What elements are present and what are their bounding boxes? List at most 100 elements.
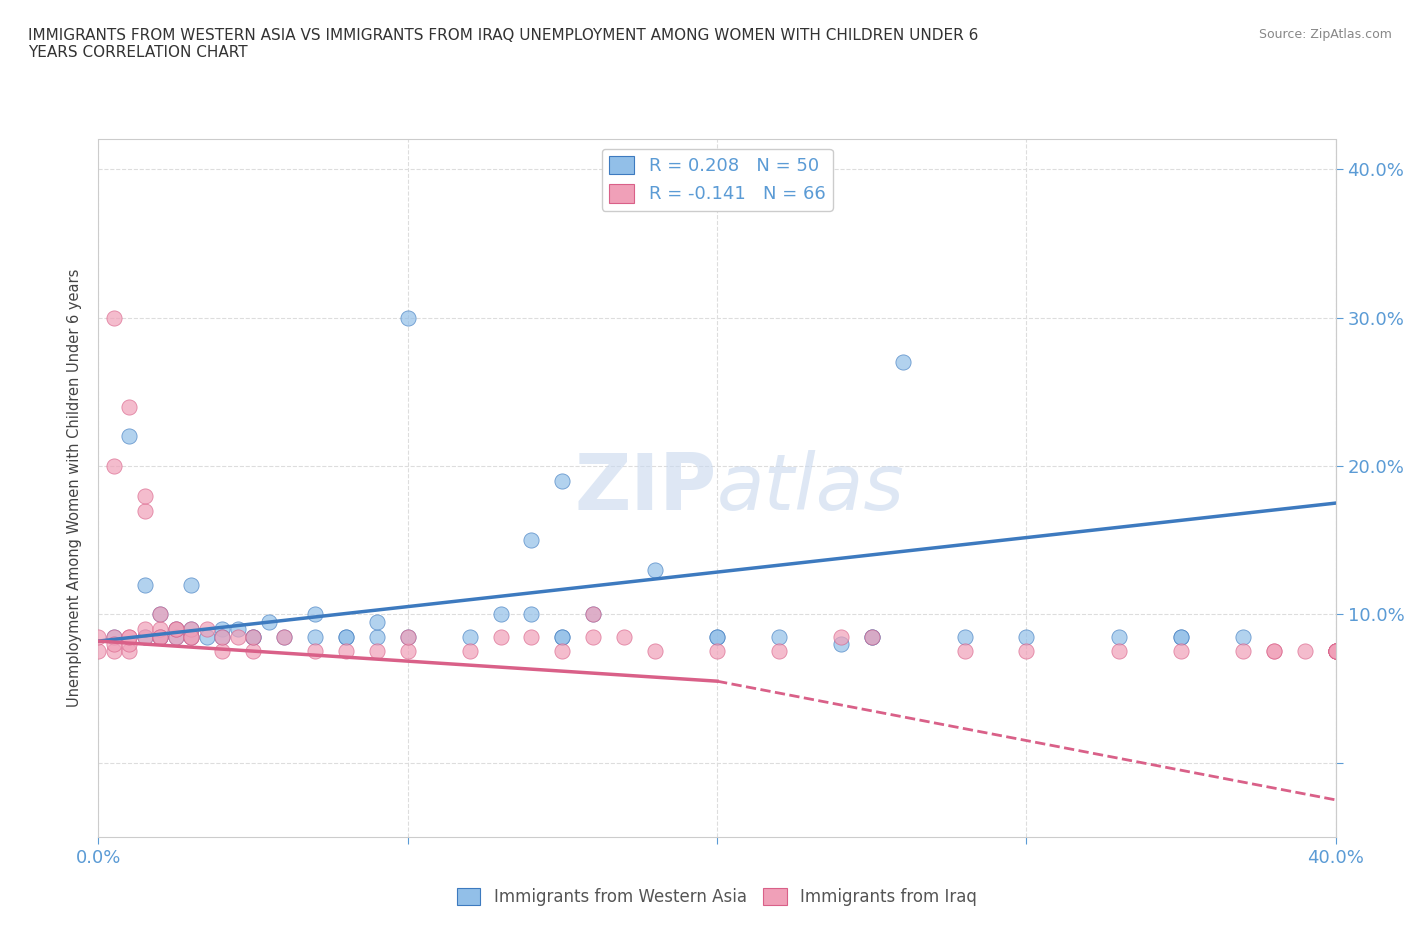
Point [396,310,419,325]
Point [87,644,110,659]
Point [180,578,202,592]
Point [242,630,264,644]
Point [103,637,125,652]
Point [458,644,481,659]
Point [1324,644,1347,659]
Point [551,473,574,488]
Point [304,644,326,659]
Point [87,630,110,644]
Point [273,630,295,644]
Point [1232,644,1254,659]
Point [706,644,728,659]
Point [520,533,543,548]
Point [1015,630,1038,644]
Point [134,488,156,503]
Point [366,644,388,659]
Text: Source: ZipAtlas.com: Source: ZipAtlas.com [1258,28,1392,41]
Point [860,630,883,644]
Point [1324,644,1347,659]
Point [273,630,295,644]
Point [860,630,883,644]
Point [195,622,218,637]
Point [180,630,202,644]
Point [582,607,605,622]
Point [860,630,883,644]
Point [1108,630,1130,644]
Point [582,607,605,622]
Point [134,630,156,644]
Point [257,615,280,630]
Point [134,630,156,644]
Point [458,630,481,644]
Point [118,644,141,659]
Point [396,630,419,644]
Point [242,630,264,644]
Point [1108,644,1130,659]
Y-axis label: Unemployment Among Women with Children Under 6 years: Unemployment Among Women with Children U… [67,269,83,708]
Point [1324,644,1347,659]
Point [180,622,202,637]
Point [335,644,357,659]
Point [103,630,125,644]
Point [165,622,187,637]
Point [582,630,605,644]
Point [953,630,976,644]
Point [830,637,852,652]
Point [118,399,141,414]
Point [180,630,202,644]
Point [134,503,156,518]
Point [103,458,125,473]
Point [520,607,543,622]
Point [396,630,419,644]
Point [953,644,976,659]
Point [103,644,125,659]
Point [489,607,512,622]
Legend: Immigrants from Western Asia, Immigrants from Iraq: Immigrants from Western Asia, Immigrants… [450,881,984,912]
Point [149,622,172,637]
Point [149,630,172,644]
Point [195,630,218,644]
Point [165,622,187,637]
Point [768,644,790,659]
Point [1263,644,1285,659]
Point [134,578,156,592]
Text: IMMIGRANTS FROM WESTERN ASIA VS IMMIGRANTS FROM IRAQ UNEMPLOYMENT AMONG WOMEN WI: IMMIGRANTS FROM WESTERN ASIA VS IMMIGRAN… [28,28,979,60]
Point [613,630,636,644]
Point [396,644,419,659]
Point [551,630,574,644]
Point [1170,630,1192,644]
Point [706,630,728,644]
Point [1324,644,1347,659]
Point [335,630,357,644]
Point [891,354,914,369]
Point [644,644,666,659]
Text: ZIP: ZIP [575,450,717,526]
Point [226,622,249,637]
Point [830,630,852,644]
Point [1324,644,1347,659]
Point [1232,630,1254,644]
Point [304,630,326,644]
Point [304,607,326,622]
Point [706,630,728,644]
Point [180,630,202,644]
Point [180,622,202,637]
Point [149,607,172,622]
Point [551,644,574,659]
Point [118,630,141,644]
Point [149,607,172,622]
Point [1015,644,1038,659]
Point [103,630,125,644]
Point [489,630,512,644]
Point [1294,644,1316,659]
Point [551,630,574,644]
Text: atlas: atlas [717,450,905,526]
Point [768,630,790,644]
Point [211,644,233,659]
Point [149,630,172,644]
Point [103,310,125,325]
Point [335,630,357,644]
Point [1324,644,1347,659]
Point [118,429,141,444]
Point [165,630,187,644]
